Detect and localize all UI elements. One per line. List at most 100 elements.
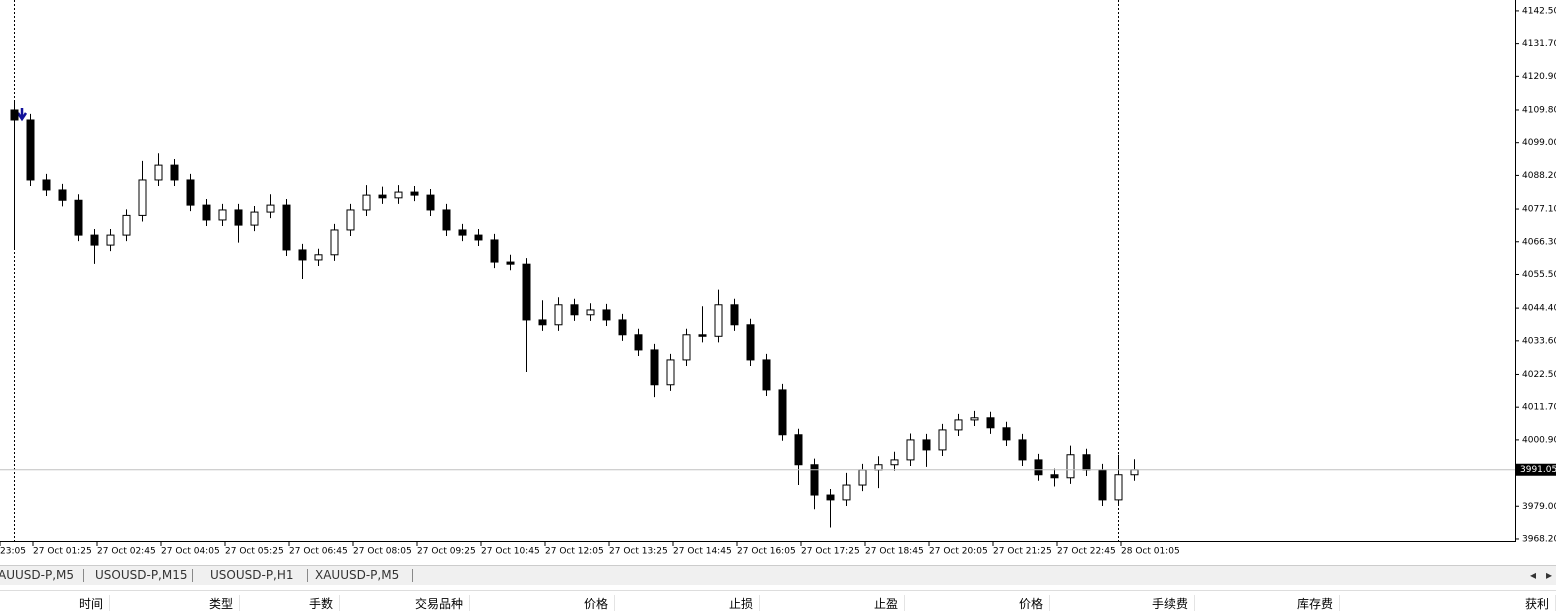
y-tick-label: 4088.20	[1522, 171, 1556, 181]
tab-bar: AUUSD-P,M5 USOUSD-P,M15 USOUSD-P,H1 XAUUSD-…	[0, 565, 1556, 585]
x-tick-label: 27 Oct 21:25	[993, 547, 1052, 557]
candle-body	[58, 189, 67, 201]
candle-body	[730, 304, 739, 326]
candle-body	[586, 309, 595, 316]
column-title[interactable]: 价格	[470, 595, 615, 611]
candle-body	[778, 389, 787, 436]
tab-separator	[83, 569, 84, 582]
candle-body	[810, 464, 819, 496]
candle-body	[442, 209, 451, 231]
x-tick-label: 27 Oct 12:05	[545, 547, 604, 557]
y-tick-label: 3979.00	[1522, 502, 1556, 512]
candle-body	[890, 459, 899, 466]
candle-body	[1130, 469, 1139, 476]
x-tick-label: 27 Oct 01:25	[33, 547, 92, 557]
candle-body	[346, 209, 355, 231]
x-tick-label: 27 Oct 22:45	[1057, 547, 1116, 557]
candle-body	[490, 239, 499, 263]
column-title[interactable]: 手续费	[1050, 595, 1195, 611]
column-title[interactable]: 止盈	[760, 595, 905, 611]
candle-body	[1034, 459, 1043, 476]
column-title[interactable]: 库存费	[1195, 595, 1340, 611]
y-tick-label: 4055.50	[1522, 270, 1556, 280]
candle-body	[970, 417, 979, 421]
candle-body	[906, 439, 915, 461]
y-tick-label: 4044.40	[1522, 304, 1556, 314]
candle-body	[794, 434, 803, 466]
x-tick-label: 27 Oct 16:05	[737, 547, 796, 557]
candle-body	[10, 109, 19, 121]
x-tick-label: 27 Oct 13:25	[609, 547, 668, 557]
x-tick-label: 27 Oct 04:05	[161, 547, 220, 557]
candle-body	[1114, 474, 1123, 501]
column-title[interactable]: 价格	[905, 595, 1050, 611]
candle-body	[602, 309, 611, 321]
candle-body	[410, 191, 419, 196]
x-tick-label: 23:05	[0, 547, 26, 557]
tab-separator	[307, 569, 308, 582]
candle-body	[138, 179, 147, 216]
column-title[interactable]: 手数	[240, 595, 340, 611]
candle-body	[1098, 469, 1107, 501]
y-tick-label: 4120.90	[1522, 72, 1556, 82]
candle-body	[1066, 454, 1075, 479]
scroll-button[interactable]: ◂	[1530, 568, 1537, 582]
candle-body	[154, 164, 163, 181]
candle-body	[106, 234, 115, 246]
y-tick-label: 4066.30	[1522, 237, 1556, 247]
candle-body	[186, 179, 195, 206]
x-tick-label: 28 Oct 01:05	[1121, 547, 1180, 557]
column-title[interactable]: 止损	[615, 595, 760, 611]
scroll-button[interactable]: ▸	[1546, 568, 1553, 582]
x-tick-label: 27 Oct 14:45	[673, 547, 732, 557]
candle-body	[458, 229, 467, 236]
candle-body	[650, 349, 659, 386]
x-tick-label: 27 Oct 09:25	[417, 547, 476, 557]
y-tick-label: 4099.00	[1522, 138, 1556, 148]
candle-body	[1050, 474, 1059, 479]
candle-body	[378, 194, 387, 199]
x-tick-label: 27 Oct 10:45	[481, 547, 540, 557]
candle-body	[170, 164, 179, 181]
candle-body	[618, 319, 627, 336]
candle-body	[986, 417, 995, 429]
y-tick-label: 4022.50	[1522, 370, 1556, 380]
candle-body	[682, 334, 691, 361]
column-title[interactable]: 时间	[0, 595, 110, 611]
candle-body	[26, 119, 35, 181]
candle-body	[234, 209, 243, 226]
candle-body	[1002, 427, 1011, 441]
candle-body	[762, 359, 771, 391]
column-title[interactable]: 交易品种	[340, 595, 470, 611]
x-tick-label: 27 Oct 17:25	[801, 547, 860, 557]
candle-body	[314, 254, 323, 261]
column-title[interactable]: 类型	[110, 595, 240, 611]
candle-body	[666, 359, 675, 386]
column-title[interactable]: 获利	[1340, 595, 1556, 611]
x-tick-label: 27 Oct 06:45	[289, 547, 348, 557]
candle-body	[874, 464, 883, 471]
x-tick-label: 27 Oct 02:45	[97, 547, 156, 557]
chart-tab[interactable]: USOUSD-P,M15	[95, 568, 188, 582]
tab-separator	[192, 569, 193, 582]
candle-body	[698, 334, 707, 337]
candle-body	[1082, 454, 1091, 471]
candle-body	[394, 191, 403, 199]
candle-body	[538, 319, 547, 326]
chart-tab[interactable]: USOUSD-P,H1	[210, 568, 294, 582]
candle-body	[570, 304, 579, 316]
candle-body	[202, 204, 211, 221]
y-tick-label: 4077.10	[1522, 205, 1556, 215]
x-tick-label: 27 Oct 05:25	[225, 547, 284, 557]
candle-body	[714, 304, 723, 337]
candle-body	[330, 229, 339, 256]
chart-tab[interactable]: AUUSD-P,M5	[0, 568, 75, 582]
y-tick-label: 4131.70	[1522, 39, 1556, 49]
candle-body	[1018, 439, 1027, 461]
candle-body	[474, 234, 483, 241]
candle-body	[74, 199, 83, 236]
chart-tab[interactable]: XAUUSD-P,M5	[315, 568, 400, 582]
chart: 4142.50 4131.70 4120.90 4109.80 4099.00 4088.…	[0, 0, 1556, 557]
sort-indicator: ⁄	[326, 596, 328, 607]
